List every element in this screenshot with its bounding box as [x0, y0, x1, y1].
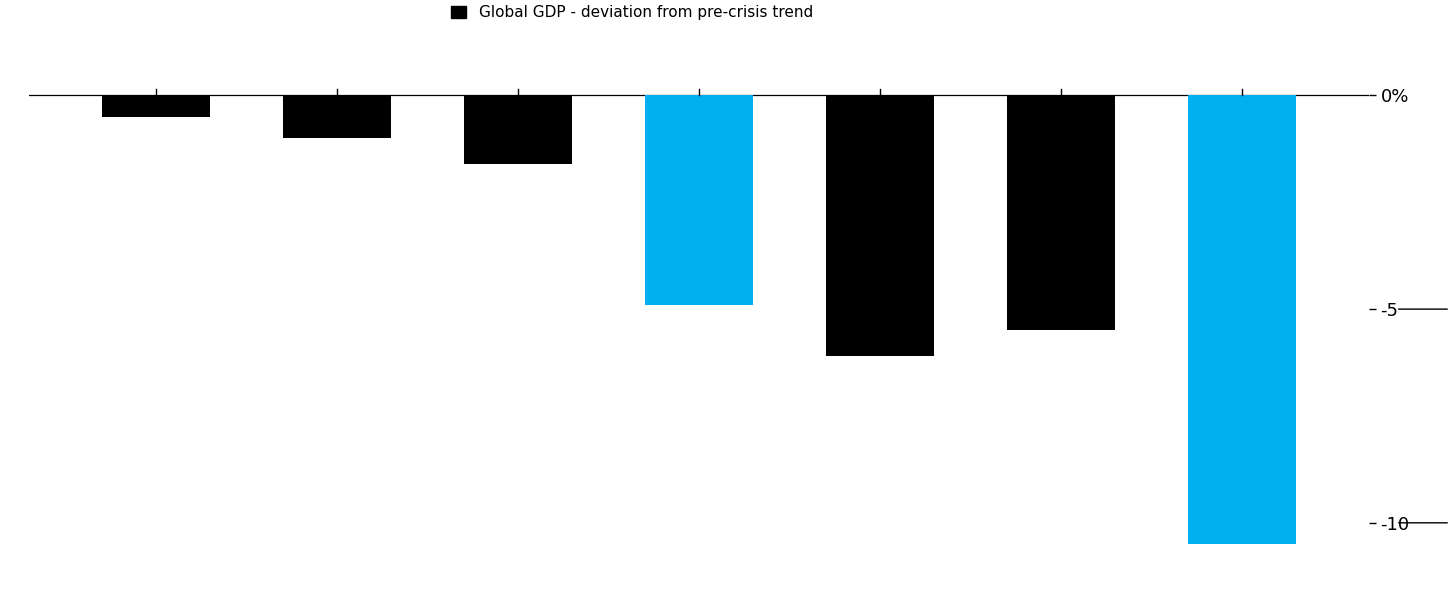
Bar — [1006, 95, 1115, 330]
Bar — [102, 95, 210, 117]
Bar — [1188, 95, 1296, 544]
Legend: Global GDP - deviation from pre-crisis trend: Global GDP - deviation from pre-crisis t… — [446, 0, 818, 26]
Bar — [645, 95, 753, 305]
Bar — [282, 95, 392, 138]
Bar — [826, 95, 935, 356]
Bar — [463, 95, 572, 164]
